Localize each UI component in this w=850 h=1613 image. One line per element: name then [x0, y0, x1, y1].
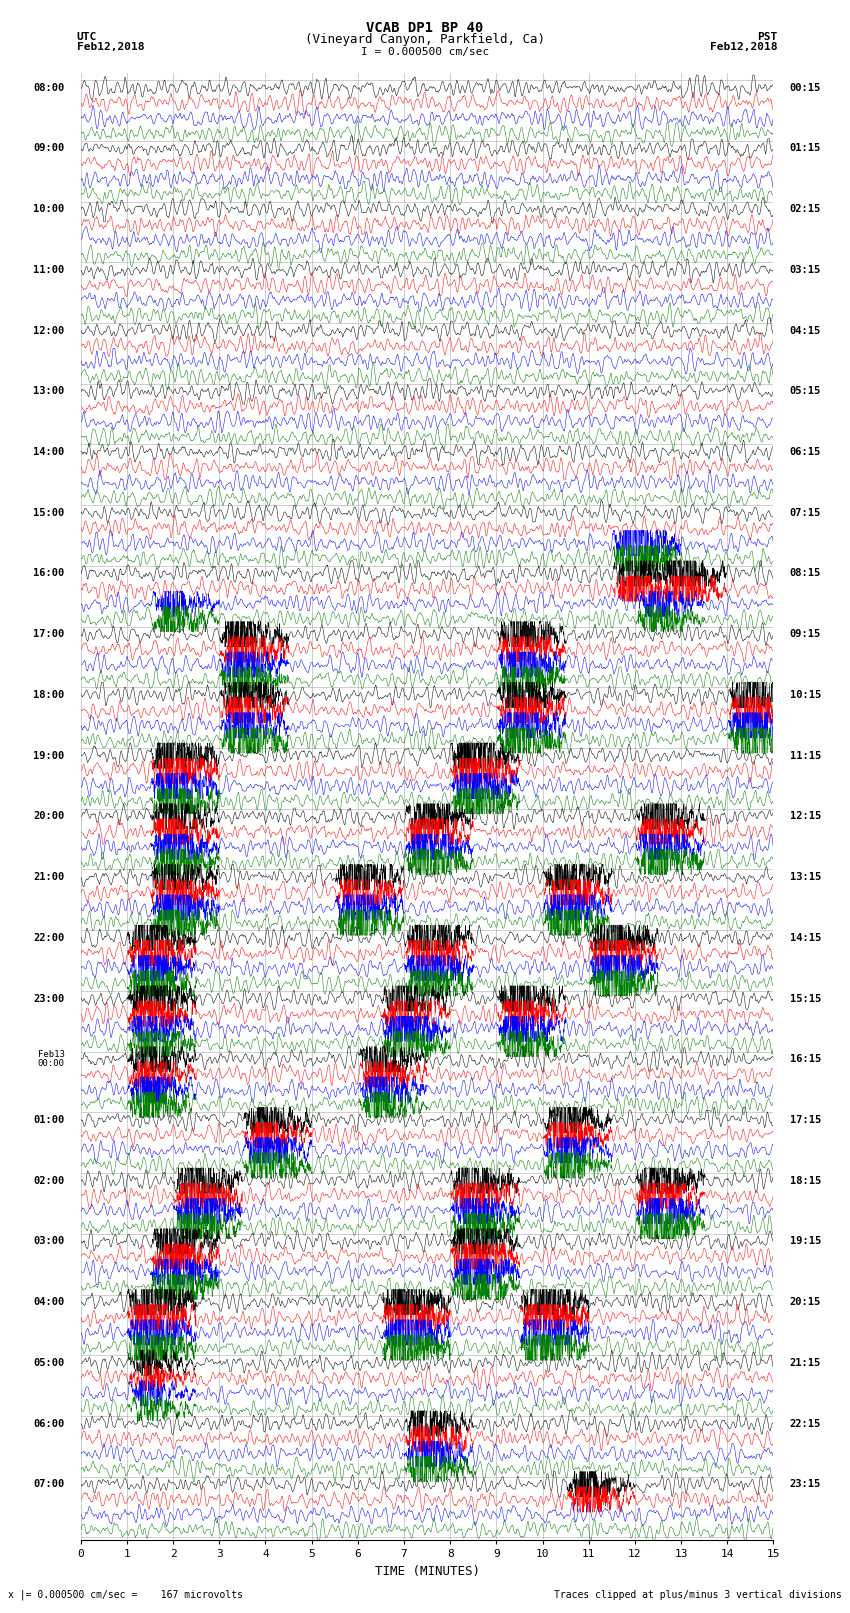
Text: 12:15: 12:15: [790, 811, 821, 821]
Text: 17:00: 17:00: [33, 629, 65, 639]
Text: 05:00: 05:00: [33, 1358, 65, 1368]
Text: 02:00: 02:00: [33, 1176, 65, 1186]
Text: 04:15: 04:15: [790, 326, 821, 336]
Text: 11:00: 11:00: [33, 265, 65, 274]
Text: 18:00: 18:00: [33, 690, 65, 700]
Text: 14:15: 14:15: [790, 932, 821, 944]
Text: Feb13: Feb13: [37, 1050, 65, 1060]
Text: 00:00: 00:00: [37, 1060, 65, 1068]
Text: 18:15: 18:15: [790, 1176, 821, 1186]
Text: 11:15: 11:15: [790, 750, 821, 761]
Text: 13:00: 13:00: [33, 387, 65, 397]
Text: UTC: UTC: [76, 32, 97, 42]
Text: 17:15: 17:15: [790, 1115, 821, 1124]
Text: 02:15: 02:15: [790, 205, 821, 215]
Text: (Vineyard Canyon, Parkfield, Ca): (Vineyard Canyon, Parkfield, Ca): [305, 32, 545, 45]
Text: 08:15: 08:15: [790, 568, 821, 579]
Text: 21:15: 21:15: [790, 1358, 821, 1368]
Text: 09:00: 09:00: [33, 144, 65, 153]
Text: 23:00: 23:00: [33, 994, 65, 1003]
Text: 16:15: 16:15: [790, 1055, 821, 1065]
Text: 08:00: 08:00: [33, 82, 65, 94]
Text: 01:15: 01:15: [790, 144, 821, 153]
Text: 19:00: 19:00: [33, 750, 65, 761]
Text: Traces clipped at plus/minus 3 vertical divisions: Traces clipped at plus/minus 3 vertical …: [553, 1590, 842, 1600]
Text: I = 0.000500 cm/sec: I = 0.000500 cm/sec: [361, 47, 489, 58]
Text: 06:15: 06:15: [790, 447, 821, 456]
Text: 10:00: 10:00: [33, 205, 65, 215]
Text: 01:00: 01:00: [33, 1115, 65, 1124]
Text: 03:00: 03:00: [33, 1237, 65, 1247]
Text: VCAB DP1 BP 40: VCAB DP1 BP 40: [366, 21, 484, 35]
Text: 14:00: 14:00: [33, 447, 65, 456]
Text: 07:15: 07:15: [790, 508, 821, 518]
Text: 16:00: 16:00: [33, 568, 65, 579]
Text: 06:00: 06:00: [33, 1418, 65, 1429]
Text: 00:15: 00:15: [790, 82, 821, 94]
Text: 19:15: 19:15: [790, 1237, 821, 1247]
Text: x |= 0.000500 cm/sec =    167 microvolts: x |= 0.000500 cm/sec = 167 microvolts: [8, 1589, 243, 1600]
Text: 21:00: 21:00: [33, 873, 65, 882]
Text: Feb12,2018: Feb12,2018: [76, 42, 144, 52]
Text: Feb12,2018: Feb12,2018: [711, 42, 778, 52]
Text: 15:15: 15:15: [790, 994, 821, 1003]
Text: 12:00: 12:00: [33, 326, 65, 336]
Text: 13:15: 13:15: [790, 873, 821, 882]
Text: 22:15: 22:15: [790, 1418, 821, 1429]
Text: 05:15: 05:15: [790, 387, 821, 397]
Text: 23:15: 23:15: [790, 1479, 821, 1489]
Text: 22:00: 22:00: [33, 932, 65, 944]
Text: 10:15: 10:15: [790, 690, 821, 700]
Text: PST: PST: [757, 32, 778, 42]
Text: 09:15: 09:15: [790, 629, 821, 639]
Text: 15:00: 15:00: [33, 508, 65, 518]
X-axis label: TIME (MINUTES): TIME (MINUTES): [375, 1565, 479, 1578]
Text: 07:00: 07:00: [33, 1479, 65, 1489]
Text: 20:15: 20:15: [790, 1297, 821, 1307]
Text: 20:00: 20:00: [33, 811, 65, 821]
Text: 03:15: 03:15: [790, 265, 821, 274]
Text: 04:00: 04:00: [33, 1297, 65, 1307]
